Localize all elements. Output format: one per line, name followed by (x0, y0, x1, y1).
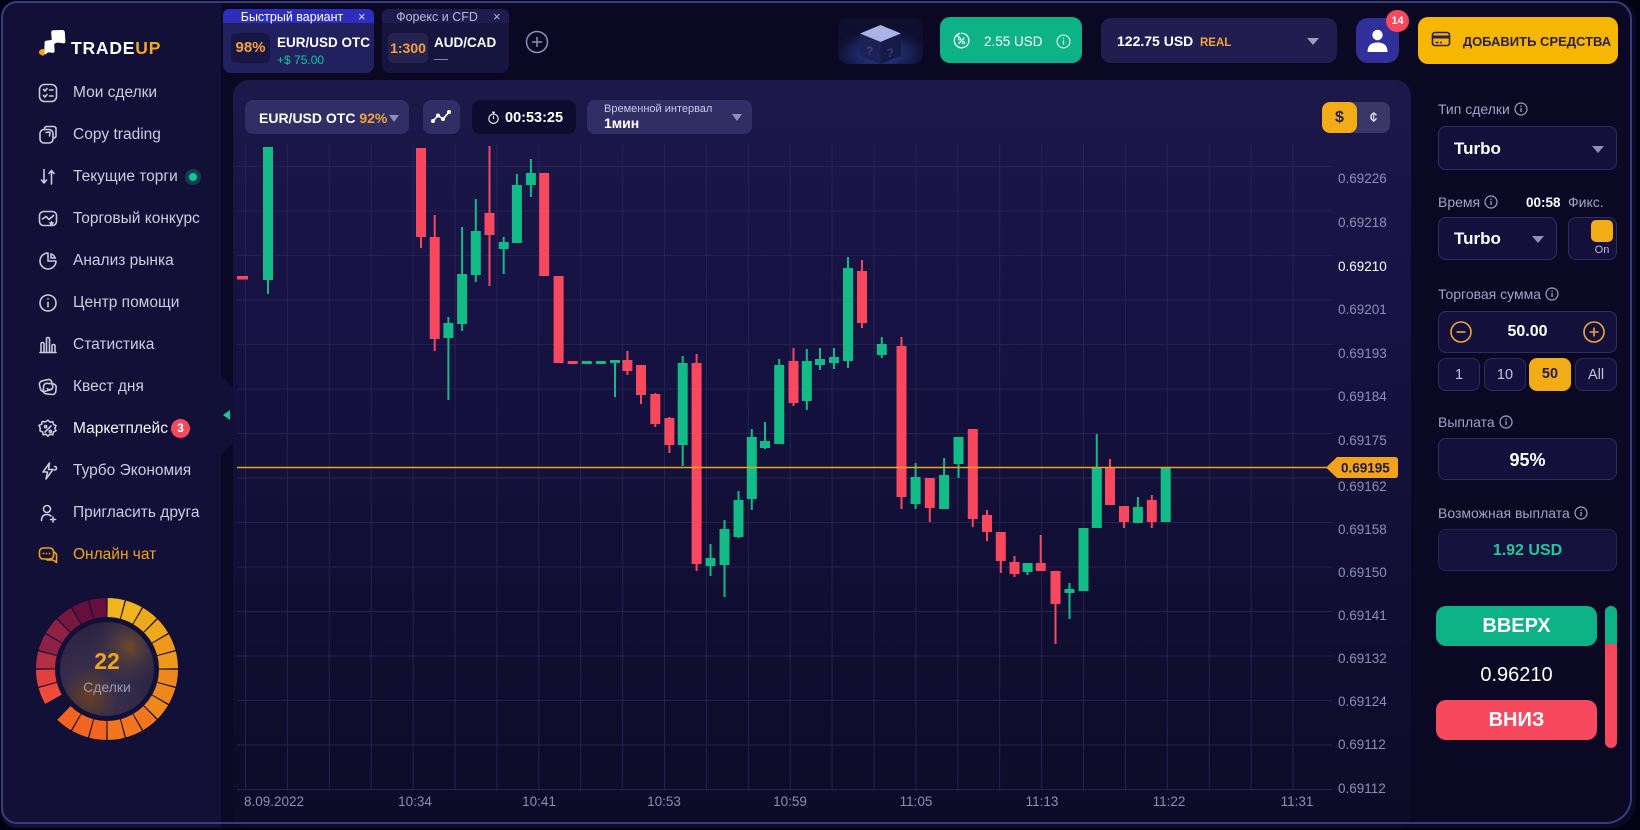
svg-text:0.69158: 0.69158 (1338, 522, 1387, 537)
svg-text:0.69150: 0.69150 (1338, 565, 1387, 580)
svg-text:0.69132: 0.69132 (1338, 651, 1387, 666)
svg-text:0.69201: 0.69201 (1338, 302, 1387, 317)
svg-text:11:05: 11:05 (900, 794, 933, 809)
svg-text:0.69210: 0.69210 (1338, 259, 1387, 274)
svg-text:0.69112: 0.69112 (1338, 781, 1386, 796)
svg-text:0.69112: 0.69112 (1338, 737, 1386, 752)
svg-text:?: ? (887, 46, 894, 60)
svg-text:11:13: 11:13 (1026, 794, 1059, 809)
svg-text:0.69226: 0.69226 (1338, 171, 1387, 186)
svg-text:0.69162: 0.69162 (1338, 479, 1387, 494)
svg-text:0.69195: 0.69195 (1341, 461, 1390, 476)
svg-text:0.69184: 0.69184 (1338, 389, 1387, 404)
svg-text:11:22: 11:22 (1153, 794, 1186, 809)
svg-text:0.69218: 0.69218 (1338, 215, 1387, 230)
svg-text:0.69141: 0.69141 (1338, 608, 1387, 623)
svg-text:0.69124: 0.69124 (1338, 694, 1387, 709)
svg-text:0.69175: 0.69175 (1338, 433, 1387, 448)
svg-text:11:31: 11:31 (1281, 794, 1314, 809)
svg-text:10:34: 10:34 (398, 794, 432, 809)
svg-text:10:41: 10:41 (522, 794, 556, 809)
svg-text:8.09.2022: 8.09.2022 (244, 794, 304, 809)
svg-text:10:53: 10:53 (647, 794, 681, 809)
svg-text:10:59: 10:59 (773, 794, 807, 809)
svg-text:?: ? (866, 44, 873, 58)
svg-text:0.69193: 0.69193 (1338, 346, 1387, 361)
